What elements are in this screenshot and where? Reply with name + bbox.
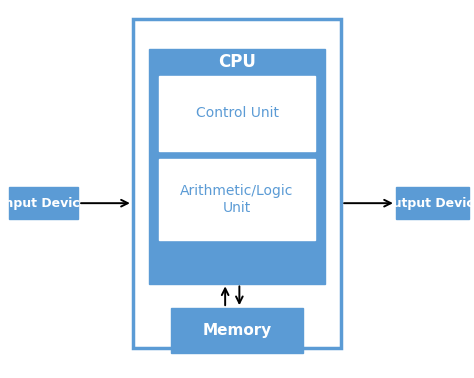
Text: Output Device: Output Device [383, 197, 474, 210]
FancyBboxPatch shape [171, 308, 303, 353]
FancyBboxPatch shape [159, 76, 315, 151]
Text: Control Unit: Control Unit [195, 106, 279, 121]
Text: Input Device: Input Device [0, 197, 88, 210]
FancyBboxPatch shape [396, 187, 469, 219]
FancyBboxPatch shape [9, 187, 78, 219]
FancyBboxPatch shape [159, 159, 315, 240]
Text: Memory: Memory [202, 323, 272, 338]
FancyBboxPatch shape [133, 19, 341, 348]
Text: CPU: CPU [218, 53, 256, 71]
FancyBboxPatch shape [149, 49, 325, 284]
Text: Arithmetic/Logic
Unit: Arithmetic/Logic Unit [180, 184, 294, 215]
